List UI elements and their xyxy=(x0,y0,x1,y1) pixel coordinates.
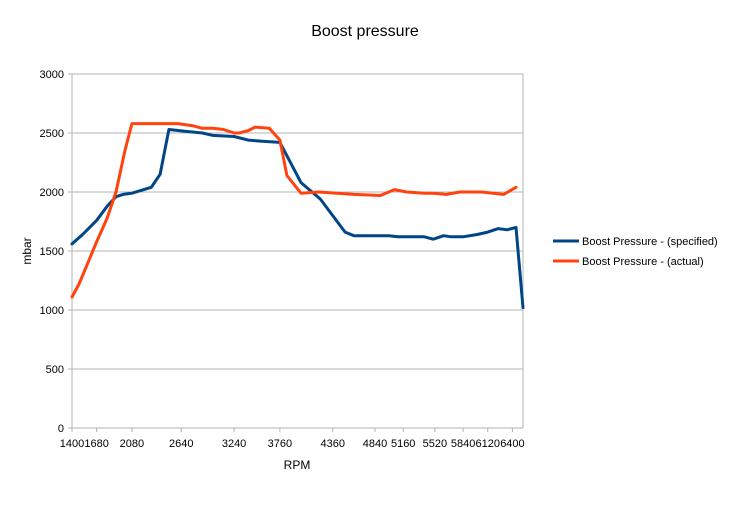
x-tick-label: 1680 xyxy=(84,438,108,450)
y-tick-label: 0 xyxy=(58,423,64,435)
y-axis-title: mbar xyxy=(20,237,34,264)
x-tick-label: 3760 xyxy=(268,438,292,450)
x-tick-label: 6400 xyxy=(500,438,524,450)
legend-label: Boost Pressure - (actual) xyxy=(582,256,704,268)
x-tick-label: 4840 xyxy=(363,438,387,450)
x-tick-label: 6120 xyxy=(476,438,500,450)
y-tick-label: 1000 xyxy=(40,305,64,317)
x-tick-label: 5520 xyxy=(423,438,447,450)
y-axis-ticks: 0 500 1000 1500 2000 2500 3000 xyxy=(40,69,72,435)
y-tick-label: 1500 xyxy=(40,246,64,258)
legend-label: Boost Pressure - (specified) xyxy=(582,236,718,248)
chart-title: Boost pressure xyxy=(311,23,419,40)
series-lines xyxy=(70,122,525,310)
x-tick-label: 5840 xyxy=(451,438,475,450)
legend: Boost Pressure - (specified) Boost Pressu… xyxy=(553,236,718,268)
x-tick-label: 2080 xyxy=(120,438,144,450)
y-tick-label: 3000 xyxy=(40,69,64,81)
x-tick-label: 1400 xyxy=(60,438,84,450)
x-tick-label: 5160 xyxy=(391,438,415,450)
grid-lines xyxy=(72,73,523,429)
y-tick-label: 2500 xyxy=(40,128,64,140)
y-tick-label: 500 xyxy=(46,364,64,376)
series-line-actual xyxy=(70,122,518,299)
x-axis-ticks: 1400 1680 2080 2640 3240 3760 4360 4840 5160 5520… xyxy=(60,428,525,450)
x-tick-label: 2640 xyxy=(169,438,193,450)
y-tick-label: 2000 xyxy=(40,187,64,199)
x-tick-label: 3240 xyxy=(222,438,246,450)
x-tick-label: 4360 xyxy=(320,438,344,450)
series-line-specified xyxy=(70,128,525,310)
x-axis-title: RPM xyxy=(284,458,311,472)
